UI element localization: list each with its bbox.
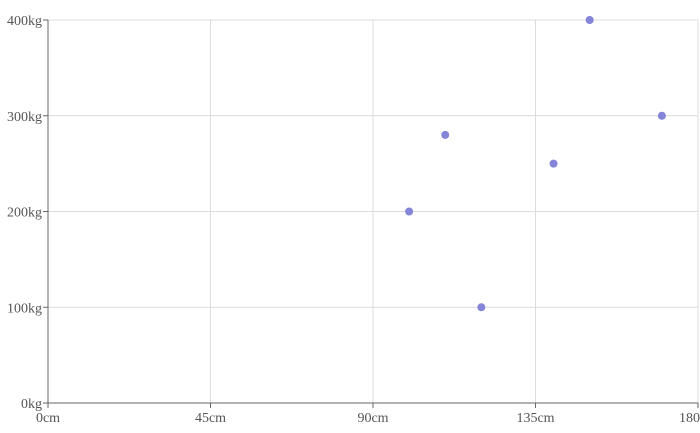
x-tick-label: 0cm	[36, 411, 60, 426]
x-tick-label: 135cm	[516, 411, 554, 426]
data-points	[405, 16, 666, 312]
scatter-point	[657, 111, 666, 120]
x-tick-label: 180cm	[679, 411, 700, 426]
axes	[43, 19, 699, 408]
scatter-point	[441, 130, 450, 139]
x-tick-label: 45cm	[195, 411, 226, 426]
y-tick-label: 300kg	[7, 110, 42, 125]
scatter-point	[477, 303, 486, 312]
scatter-point	[585, 16, 594, 24]
grid	[48, 19, 699, 403]
y-tick-label: 100kg	[7, 301, 42, 316]
x-tick-label: 90cm	[357, 411, 388, 426]
scatter-point	[549, 159, 558, 168]
y-tick-label: 400kg	[7, 14, 42, 29]
y-tick-label: 200kg	[7, 206, 42, 221]
tick-labels: 0cm 45cm 90cm 135cm 180cm 0kg 100kg 200kg 300kg 4…	[7, 14, 700, 426]
y-tick-label: 0kg	[21, 397, 42, 412]
scatter-point	[405, 207, 414, 216]
